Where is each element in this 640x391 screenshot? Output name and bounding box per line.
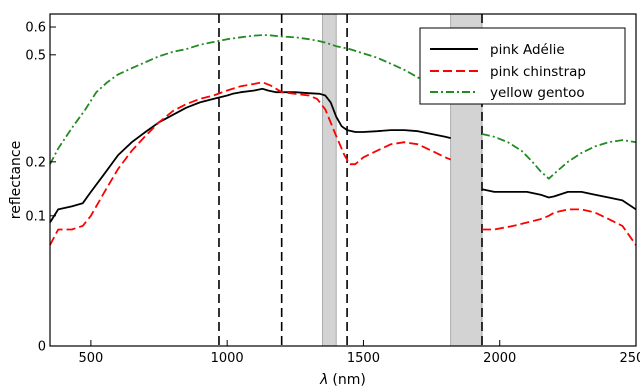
series-1-segment-0 <box>49 81 452 246</box>
series-2 <box>49 34 637 180</box>
x-tick-label-2: 1500 <box>347 351 380 366</box>
legend-label-pink-chinstrap: pink chinstrap <box>490 64 586 80</box>
plot-frame <box>49 13 637 347</box>
shaded-band-0 <box>322 13 337 347</box>
y-tick-label-3: 0.5 <box>25 48 46 63</box>
series-1-segment-1 <box>482 208 637 246</box>
y-tick-label-4: 0.6 <box>25 21 46 36</box>
x-axis-symbol: λ <box>319 372 328 387</box>
x-tick-label-0: 500 <box>78 351 103 366</box>
x-axis-label: λ (nm) <box>319 372 366 387</box>
series-0 <box>49 87 637 223</box>
y-tick-label-2: 0.2 <box>25 155 46 170</box>
legend-label-pink-adelie: pink Adélie <box>490 42 565 58</box>
x-tick-label-3: 2000 <box>483 351 516 366</box>
y-tick-label-1: 0.1 <box>25 209 46 224</box>
series-2-segment-1 <box>481 133 637 180</box>
legend-label-yellow-gentoo: yellow gentoo <box>490 85 585 101</box>
data-series <box>49 34 637 246</box>
x-tick-label-1: 1000 <box>211 351 244 366</box>
series-0-segment-0 <box>49 87 451 223</box>
series-0-segment-1 <box>481 188 637 211</box>
series-1 <box>49 81 637 246</box>
y-tick-label-0: 0 <box>38 340 46 355</box>
legend-box <box>419 27 626 105</box>
series-2-segment-0 <box>49 34 452 165</box>
y-axis-label: reflectance <box>8 141 24 219</box>
legend: pink Adélie pink chinstrap yellow gentoo <box>419 27 626 105</box>
x-axis-unit: (nm) <box>332 372 365 387</box>
